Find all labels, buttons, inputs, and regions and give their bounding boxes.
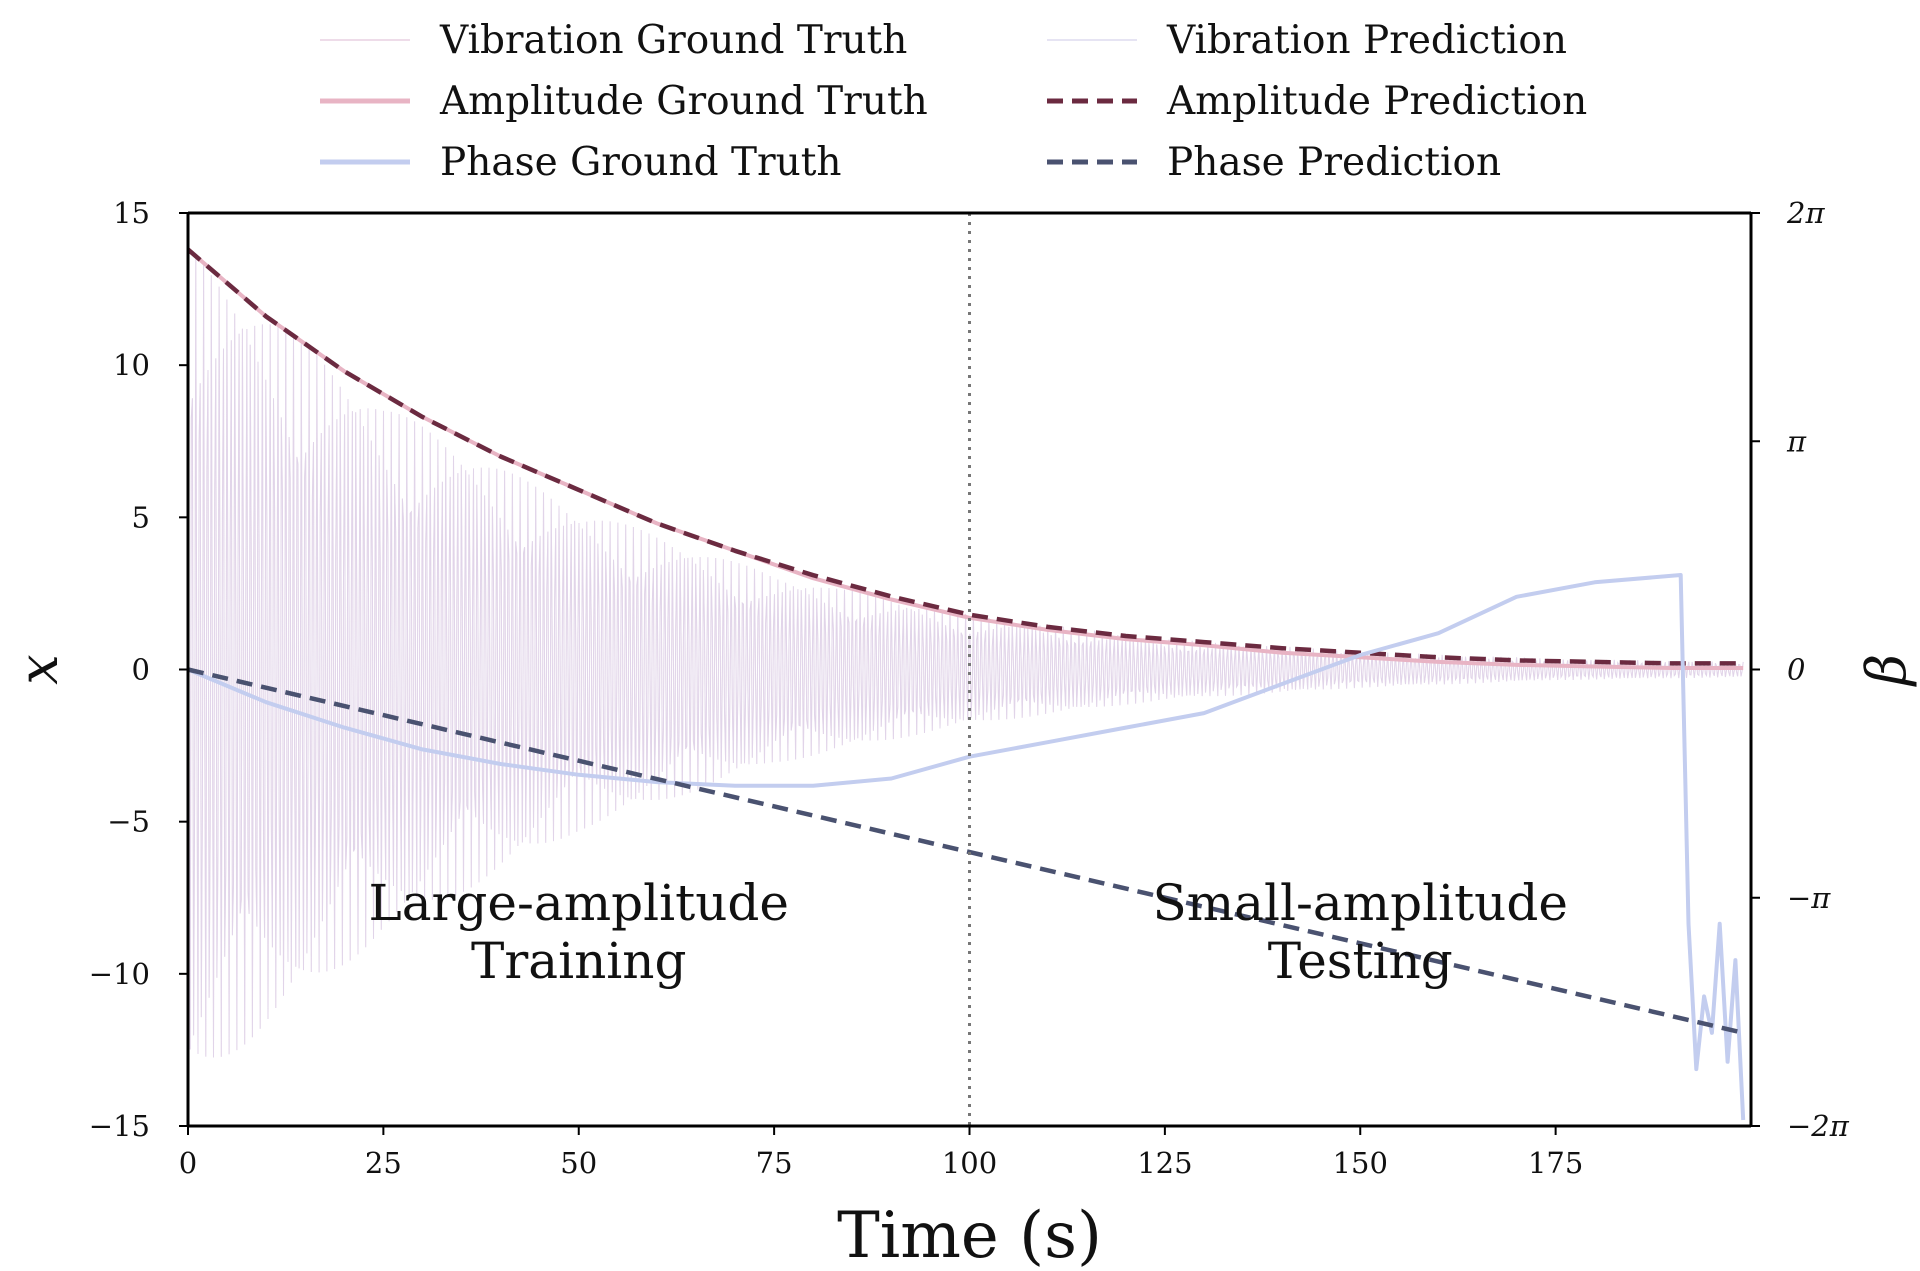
- x-tick-label: 0: [179, 1146, 197, 1180]
- right-y-tick-label: −2π: [1787, 1109, 1850, 1143]
- right-y-tick-label: π: [1786, 424, 1807, 458]
- x-tick-label: 150: [1333, 1146, 1388, 1180]
- legend-label-vibration-prediction: Vibration Prediction: [1166, 18, 1567, 63]
- series-amplitude-ground-truth: [186, 247, 1744, 670]
- left-y-tick-label: −10: [89, 957, 150, 991]
- left-y-tick-label: 5: [132, 500, 150, 534]
- x-tick-label: 25: [365, 1146, 402, 1180]
- left-y-axis-title: x: [7, 654, 70, 684]
- right-y-axis-title: β: [1855, 654, 1918, 687]
- legend-label-vibration-ground-truth: Vibration Ground Truth: [439, 18, 907, 63]
- right-y-tick-label: 2π: [1786, 196, 1825, 230]
- series-vibration-prediction: [187, 249, 1744, 1058]
- series-layer: [186, 247, 1746, 1121]
- left-y-tick-label: −5: [107, 805, 150, 839]
- x-tick-label: 100: [942, 1146, 997, 1180]
- x-tick-label: 125: [1137, 1146, 1192, 1180]
- left-y-tick-label: 0: [132, 653, 150, 687]
- legend-label-phase-prediction: Phase Prediction: [1167, 140, 1501, 185]
- series-phase-prediction: [187, 667, 1744, 1035]
- left-y-tick-label: −15: [89, 1109, 150, 1143]
- right-y-tick-label: 0: [1787, 653, 1805, 687]
- right-y-tick-label: −π: [1787, 881, 1831, 915]
- annotation-2-line2: Testing: [1268, 932, 1453, 990]
- axes: 0 25 50 75 100 125 150 175151050−5−10−152ππ0−π−…: [89, 196, 1850, 1180]
- left-y-tick-label: 10: [113, 348, 150, 382]
- annotation-1-line1: Large-amplitude: [368, 874, 789, 932]
- x-tick-label: 75: [756, 1146, 793, 1180]
- series-phase-ground-truth: [187, 573, 1746, 1121]
- legend-label-amplitude-ground-truth: Amplitude Ground Truth: [439, 79, 928, 124]
- annotation-2-line1: Small-amplitude: [1153, 874, 1568, 932]
- x-axis-title: Time (s): [837, 1199, 1102, 1271]
- annotation-1-line2: Training: [471, 932, 686, 990]
- legend-label-phase-ground-truth: Phase Ground Truth: [440, 140, 842, 185]
- legend-label-amplitude-prediction: Amplitude Prediction: [1166, 79, 1587, 124]
- left-y-tick-label: 15: [113, 196, 150, 230]
- x-tick-label: 175: [1528, 1146, 1583, 1180]
- legend: Vibration Ground Truth Vibration Predicti…: [320, 18, 1587, 185]
- x-tick-label: 50: [560, 1146, 597, 1180]
